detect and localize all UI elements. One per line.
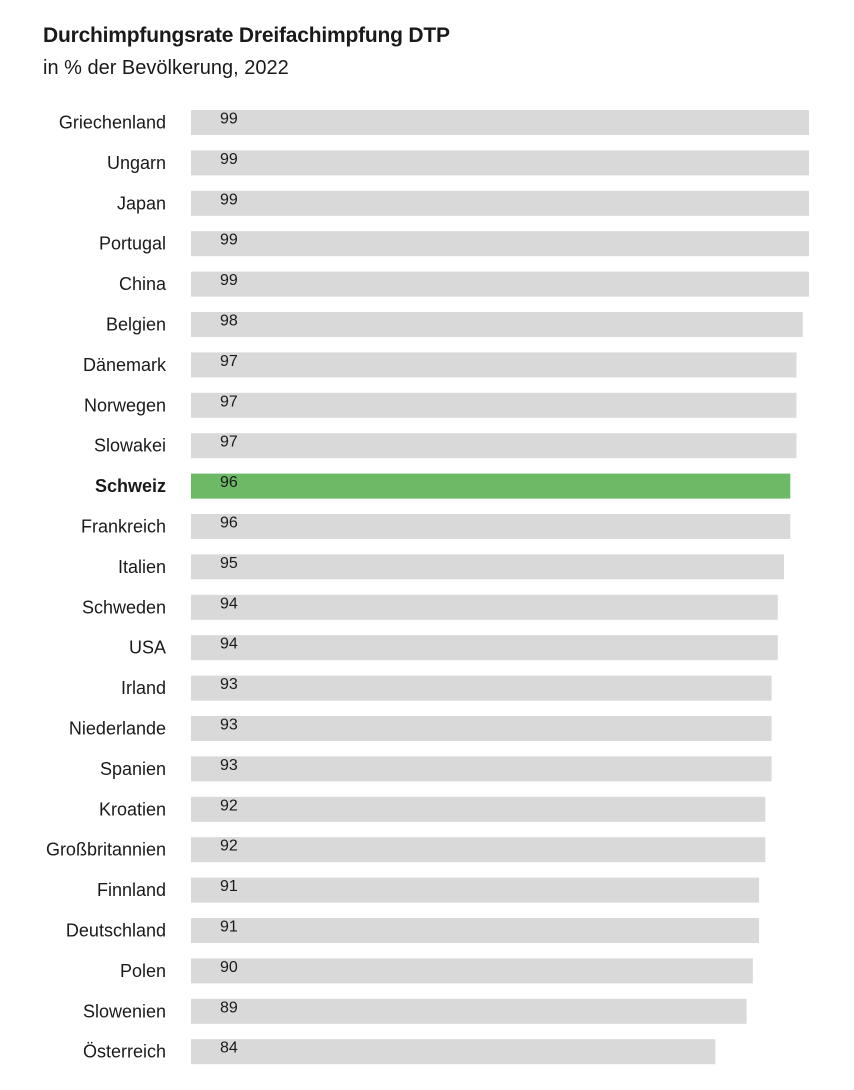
category-label: Kroatien <box>99 799 166 819</box>
bar-18 <box>191 837 766 863</box>
category-label: Polen <box>120 961 166 981</box>
value-label: 93 <box>220 757 238 774</box>
category-label: Großbritannien <box>46 840 166 860</box>
value-label: 91 <box>220 919 238 936</box>
bar-12 <box>191 594 778 620</box>
value-label: 99 <box>220 111 238 128</box>
value-label: 91 <box>220 878 238 895</box>
bar-8 <box>191 433 797 459</box>
bar-9 <box>191 473 791 499</box>
category-label: Niederlande <box>69 719 166 739</box>
category-label: Frankreich <box>81 517 166 537</box>
bar-17 <box>191 796 766 822</box>
value-label: 97 <box>220 434 238 451</box>
category-label: Japan <box>117 193 166 213</box>
value-label: 97 <box>220 353 238 370</box>
category-label: Slowakei <box>94 436 166 456</box>
category-label: Ungarn <box>107 153 166 173</box>
value-label: 93 <box>220 717 238 734</box>
bar-3 <box>191 231 809 257</box>
value-label: 94 <box>220 636 238 653</box>
chart-title: Durchimpfungsrate Dreifachimpfung DTP <box>43 24 450 47</box>
category-label: Griechenland <box>59 113 166 133</box>
value-label: 96 <box>220 474 238 491</box>
bar-20 <box>191 918 760 943</box>
category-label: Schweden <box>82 597 166 617</box>
bar-22 <box>191 998 747 1024</box>
category-label: Portugal <box>99 234 166 254</box>
category-label: Finnland <box>97 880 166 900</box>
bar-13 <box>191 635 778 661</box>
category-label: China <box>119 274 167 294</box>
value-label: 99 <box>220 232 238 249</box>
bar-1 <box>191 150 809 176</box>
category-label: Österreich <box>83 1042 166 1062</box>
category-label: Irland <box>121 678 166 698</box>
value-label: 92 <box>220 797 238 814</box>
category-label: Norwegen <box>84 395 166 415</box>
bar-2 <box>191 190 809 216</box>
value-label: 92 <box>220 838 238 855</box>
value-label: 94 <box>220 595 238 612</box>
bar-21 <box>191 958 753 984</box>
bar-15 <box>191 716 772 741</box>
value-label: 96 <box>220 515 238 532</box>
bar-5 <box>191 312 803 337</box>
value-label: 98 <box>220 313 238 330</box>
bar-23 <box>191 1039 716 1065</box>
category-label: USA <box>129 638 166 658</box>
category-label: Italien <box>118 557 166 577</box>
bar-4 <box>191 271 809 297</box>
bar-11 <box>191 554 785 580</box>
value-label: 99 <box>220 191 238 208</box>
value-label: 99 <box>220 151 238 168</box>
value-label: 93 <box>220 676 238 693</box>
category-label: Spanien <box>100 759 166 779</box>
bar-16 <box>191 756 772 782</box>
category-label: Belgien <box>106 315 166 335</box>
category-label: Schweiz <box>95 476 166 496</box>
category-label: Slowenien <box>83 1001 166 1021</box>
category-label: Deutschland <box>66 921 166 941</box>
chart-subtitle: in % der Bevölkerung, 2022 <box>43 57 289 79</box>
bar-14 <box>191 675 772 701</box>
category-label: Dänemark <box>83 355 167 375</box>
value-label: 89 <box>220 999 238 1016</box>
bar-0 <box>191 110 809 135</box>
value-label: 99 <box>220 272 238 289</box>
value-label: 90 <box>220 959 238 976</box>
bar-10 <box>191 514 791 539</box>
bar-19 <box>191 877 760 903</box>
value-label: 95 <box>220 555 238 572</box>
value-label: 97 <box>220 393 238 410</box>
bar-7 <box>191 392 797 418</box>
value-label: 84 <box>220 1040 238 1057</box>
bar-6 <box>191 352 797 378</box>
